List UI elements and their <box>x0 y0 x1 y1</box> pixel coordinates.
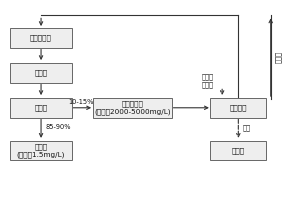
Text: 滤过液
(总铬：1.5mg/L): 滤过液 (总铬：1.5mg/L) <box>17 143 65 158</box>
Text: 加药沉淀: 加药沉淀 <box>230 104 247 111</box>
FancyBboxPatch shape <box>10 63 72 82</box>
FancyBboxPatch shape <box>93 98 172 117</box>
FancyBboxPatch shape <box>10 141 72 160</box>
Text: 85-90%: 85-90% <box>46 124 71 130</box>
Text: 压滤机: 压滤机 <box>232 147 245 154</box>
Text: 铬水收集池: 铬水收集池 <box>30 34 52 41</box>
Text: 10-15%: 10-15% <box>68 99 94 105</box>
FancyBboxPatch shape <box>210 141 266 160</box>
Text: 上清液: 上清液 <box>275 51 282 63</box>
Text: 膜过滤: 膜过滤 <box>34 104 48 111</box>
FancyBboxPatch shape <box>10 28 72 48</box>
FancyBboxPatch shape <box>210 98 266 117</box>
FancyBboxPatch shape <box>10 98 72 117</box>
Text: 气浮机: 气浮机 <box>34 69 48 76</box>
Text: 混凝剂
助凝剂: 混凝剂 助凝剂 <box>201 73 213 88</box>
Text: 浓水收集池
(总铬：2000-5000mg/L): 浓水收集池 (总铬：2000-5000mg/L) <box>94 100 171 115</box>
Text: 铬泥: 铬泥 <box>243 125 251 131</box>
